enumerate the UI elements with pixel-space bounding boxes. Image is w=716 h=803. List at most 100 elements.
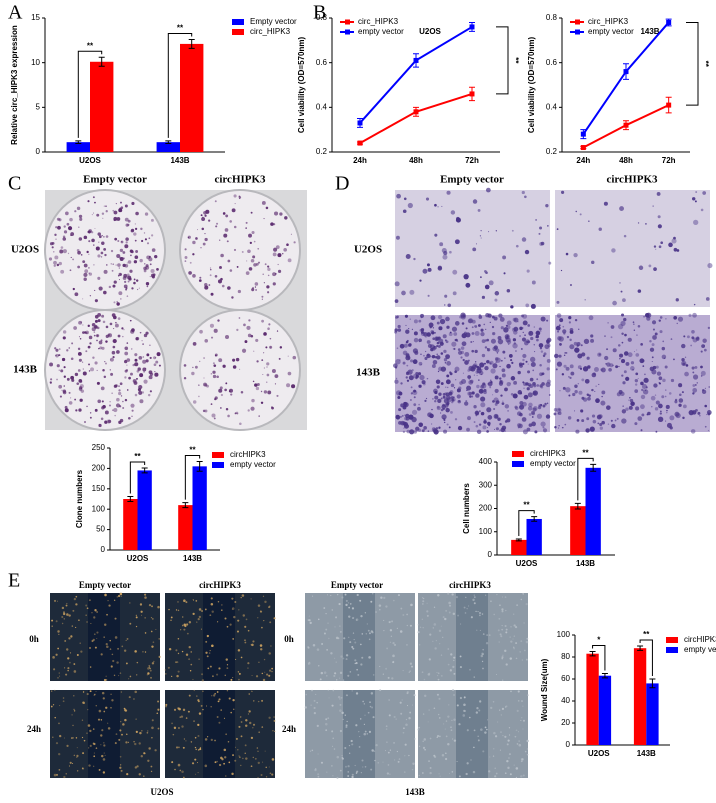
photo-speck — [87, 200, 90, 203]
y-axis-label: Cell numbers — [462, 483, 471, 534]
photo-speck — [592, 419, 597, 424]
photo-speck — [57, 630, 60, 633]
photo-speck — [505, 628, 508, 631]
photo-speck — [523, 719, 526, 722]
photo-speck — [658, 382, 661, 384]
photo-speck — [429, 633, 432, 636]
photo-speck — [704, 387, 707, 390]
photo-speck — [418, 422, 424, 427]
x-tick-label: U2OS — [127, 554, 149, 563]
photo-speck — [260, 648, 263, 651]
photo-speck — [103, 269, 108, 274]
photo-speck — [124, 204, 128, 208]
photo-speck — [113, 280, 117, 284]
photo-speck — [89, 744, 92, 747]
photo-speck — [391, 620, 394, 623]
photo-speck — [544, 403, 548, 406]
significance-label: ** — [189, 446, 196, 455]
photo-speck — [518, 740, 520, 742]
photo-speck — [268, 716, 271, 719]
photo-speck — [129, 622, 132, 625]
photo-speck — [520, 719, 522, 721]
photo-speck — [276, 394, 279, 398]
photo-speck — [268, 674, 271, 677]
photo-speck — [364, 730, 367, 733]
significance-bracket — [496, 26, 509, 95]
significance-label: ** — [511, 57, 520, 64]
photo-speck — [51, 246, 54, 249]
photo-speck — [428, 760, 430, 762]
photo-speck — [105, 205, 107, 208]
photo-speck — [150, 765, 153, 768]
photo-speck — [611, 248, 616, 253]
photo-speck — [205, 209, 210, 214]
photo-speck — [627, 352, 633, 358]
photo-speck — [425, 397, 428, 400]
photo-speck — [202, 708, 204, 711]
photo-speck — [424, 399, 427, 402]
photo-speck — [409, 711, 412, 714]
photo-speck — [515, 657, 518, 660]
photo-speck — [101, 212, 105, 215]
photo-speck — [486, 634, 489, 637]
photo-speck — [573, 410, 576, 412]
photo-speck — [477, 610, 479, 613]
photo-speck — [268, 652, 271, 655]
photo-speck — [494, 735, 498, 738]
photo-speck — [268, 766, 270, 768]
photo-speck — [396, 627, 399, 630]
photo-speck — [78, 226, 80, 228]
photo-speck — [622, 298, 626, 302]
photo-speck — [75, 737, 78, 739]
photo-speck — [459, 381, 463, 385]
photo-speck — [227, 286, 231, 290]
photo-speck — [389, 749, 392, 751]
photo-speck — [114, 323, 119, 328]
significance-label: ** — [177, 24, 184, 33]
photo-speck — [460, 356, 463, 359]
photo-speck — [644, 373, 646, 376]
photo-speck — [126, 733, 128, 736]
photo-speck — [641, 388, 644, 392]
photo-speck — [491, 315, 495, 319]
photo-speck — [208, 652, 211, 654]
photo-speck — [470, 340, 473, 344]
photo-speck — [451, 401, 454, 404]
photo-speck — [659, 316, 663, 319]
photo-speck — [546, 340, 550, 345]
photo-speck — [245, 618, 248, 621]
photo-speck — [535, 330, 541, 336]
photo-speck — [185, 601, 188, 604]
photo-speck — [154, 749, 157, 752]
bar — [511, 539, 527, 555]
photo-speck — [403, 197, 407, 201]
column-label: Empty vector — [79, 580, 131, 590]
photo-speck — [101, 400, 104, 403]
photo-speck — [158, 364, 161, 367]
photo-speck — [206, 655, 209, 658]
photo-speck — [128, 696, 131, 699]
photo-speck — [410, 359, 414, 363]
photo-speck — [112, 345, 116, 349]
photo-speck — [112, 659, 115, 663]
photo-speck — [383, 596, 386, 600]
photo-speck — [267, 265, 270, 268]
photo-speck — [405, 376, 408, 379]
photo-speck — [71, 625, 74, 627]
photo-speck — [438, 697, 441, 700]
photo-speck — [499, 377, 502, 380]
photo-speck — [266, 362, 270, 366]
photo-speck — [594, 367, 599, 372]
photo-speck — [240, 656, 243, 659]
y-tick-label: 15 — [31, 13, 40, 22]
photo-speck — [204, 608, 207, 611]
photo-speck — [447, 648, 450, 650]
photo-speck — [63, 612, 66, 616]
photo-speck — [144, 632, 147, 634]
photo-speck — [443, 398, 449, 404]
photo-speck — [175, 649, 178, 652]
photo-speck — [544, 402, 547, 405]
photo-speck — [97, 319, 101, 323]
photo-speck — [170, 616, 173, 619]
photo-speck — [133, 741, 135, 743]
